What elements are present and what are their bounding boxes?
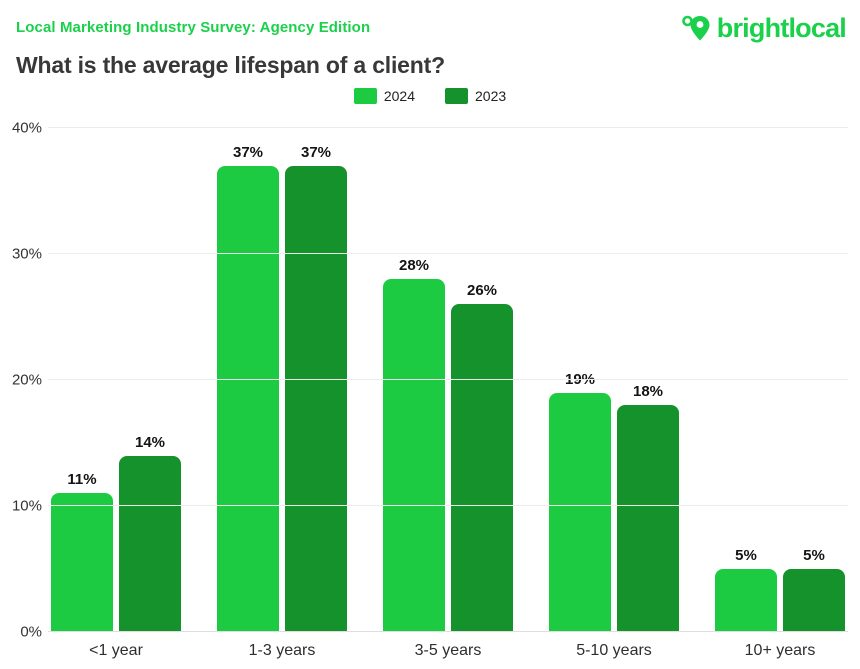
- bar-2023: [783, 569, 845, 632]
- bar-group: 19% 18% 5-10 years: [549, 128, 679, 659]
- brightlocal-logo: brightlocal: [680, 10, 847, 46]
- bar-group: 5% 5% 10+ years: [715, 128, 845, 659]
- y-axis-label: 10%: [11, 497, 42, 515]
- bar-col-2023: 14%: [119, 128, 181, 632]
- legend-swatch: [445, 88, 468, 104]
- legend-label: 2023: [475, 88, 507, 104]
- y-axis: 0% 10% 20% 30% 40%: [0, 121, 42, 640]
- bar-groups: 11% 14% <1 year 37% 37% 1-3 years 28% 26% 3-5 ye…: [51, 128, 845, 659]
- bar-group: 37% 37% 1-3 years: [217, 128, 347, 659]
- bar-col-2023: 5%: [783, 128, 845, 632]
- bar-group: 28% 26% 3-5 years: [383, 128, 513, 659]
- bar-chart: 0% 10% 20% 30% 40% 11% 14% <1 year 37% 37% 1-3 ye…: [0, 121, 860, 659]
- y-axis-label: 20%: [11, 371, 42, 389]
- legend-label: 2024: [383, 88, 415, 104]
- bar-col-2024: 11%: [51, 128, 113, 632]
- bar-value-label: 5%: [735, 547, 757, 564]
- y-axis-label: 0%: [20, 623, 42, 641]
- gridline: [48, 253, 848, 254]
- logo-pin-icon: [680, 10, 714, 46]
- bar-value-label: 5%: [803, 547, 825, 564]
- bar-2024: [715, 569, 777, 632]
- bar-value-label: 28%: [398, 257, 430, 275]
- baseline: [48, 631, 848, 632]
- gridline: [48, 127, 848, 128]
- legend-swatch: [353, 88, 377, 104]
- bar-2023: [617, 405, 679, 632]
- plot-area: 11% 14% <1 year 37% 37% 1-3 years 28% 26% 3-5 ye…: [48, 127, 848, 659]
- bar-col-2024: 19%: [549, 128, 611, 632]
- survey-label: Local Marketing Industry Survey: Agency …: [16, 19, 371, 36]
- gridline: [48, 505, 848, 506]
- x-axis-label: 1-3 years: [248, 642, 316, 659]
- bar-group: 11% 14% <1 year: [51, 128, 181, 659]
- bar-col-2023: 18%: [617, 128, 679, 632]
- bar-col-2023: 37%: [285, 128, 347, 632]
- bar-col-2024: 37%: [217, 128, 279, 632]
- page-title: What is the average lifespan of a client…: [16, 52, 445, 78]
- bar-value-label: 18%: [632, 383, 664, 401]
- bar-2023: [119, 455, 181, 632]
- legend-item-2024: 2024: [353, 88, 415, 104]
- gridline: [48, 379, 848, 380]
- bar-2024: [51, 493, 113, 632]
- bar-value-label: 14%: [134, 433, 166, 451]
- legend: 2024 2023: [0, 88, 860, 104]
- legend-item-2023: 2023: [445, 88, 506, 104]
- bar-value-label: 37%: [232, 143, 264, 161]
- bar-2024: [217, 165, 279, 632]
- x-axis-label: <1 year: [89, 642, 143, 659]
- bar-value-label: 37%: [300, 143, 332, 161]
- bar-value-label: 11%: [67, 471, 97, 489]
- bar-col-2024: 5%: [715, 128, 777, 632]
- bar-value-label: 26%: [466, 282, 498, 300]
- y-axis-label: 40%: [11, 119, 42, 137]
- bar-col-2023: 26%: [451, 128, 513, 632]
- x-axis-label: 10+ years: [744, 642, 816, 659]
- bar-2024: [549, 392, 611, 632]
- x-axis-label: 3-5 years: [414, 642, 482, 659]
- logo-text: brightlocal: [716, 12, 847, 43]
- bar-2024: [383, 279, 445, 632]
- bar-2023: [285, 165, 347, 632]
- x-axis-label: 5-10 years: [576, 642, 652, 659]
- y-axis-label: 30%: [11, 245, 42, 263]
- bar-2023: [451, 304, 513, 632]
- bar-col-2024: 28%: [383, 128, 445, 632]
